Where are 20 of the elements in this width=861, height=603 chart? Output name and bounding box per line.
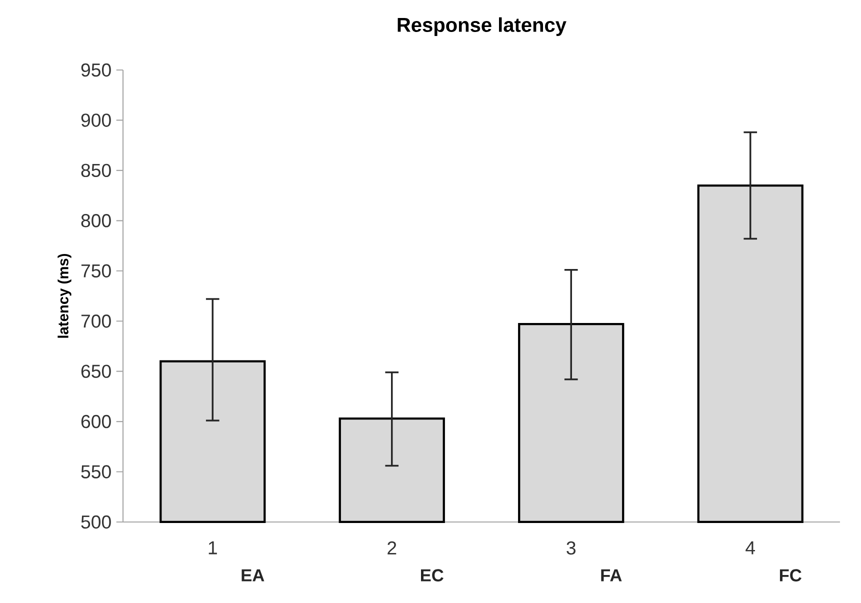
y-tick-label: 950	[81, 63, 111, 77]
text: FA	[601, 569, 622, 582]
y-tick-label: 900	[81, 114, 111, 127]
y-tick-label: 650	[81, 364, 111, 378]
text: EA	[242, 569, 264, 582]
x-tick-label: 2	[388, 541, 396, 554]
y-tick-label: 700	[81, 314, 111, 328]
text: EC	[420, 569, 444, 582]
chart-title: Response latency	[398, 17, 566, 36]
y-tick-label: 750	[81, 264, 111, 278]
text: FC	[780, 569, 802, 582]
y-axis-title: latency (ms)	[58, 254, 72, 338]
x-tick-label: 3	[566, 541, 576, 555]
y-tick-label: 850	[81, 164, 111, 178]
y-tick-label: 550	[81, 465, 111, 478]
y-tick-label: 600	[81, 414, 111, 428]
y-tick-label: 800	[81, 214, 111, 228]
x-tick-label: 4	[746, 541, 756, 554]
y-tick-label: 500	[81, 515, 111, 529]
x-tick-label: 1	[208, 541, 217, 554]
